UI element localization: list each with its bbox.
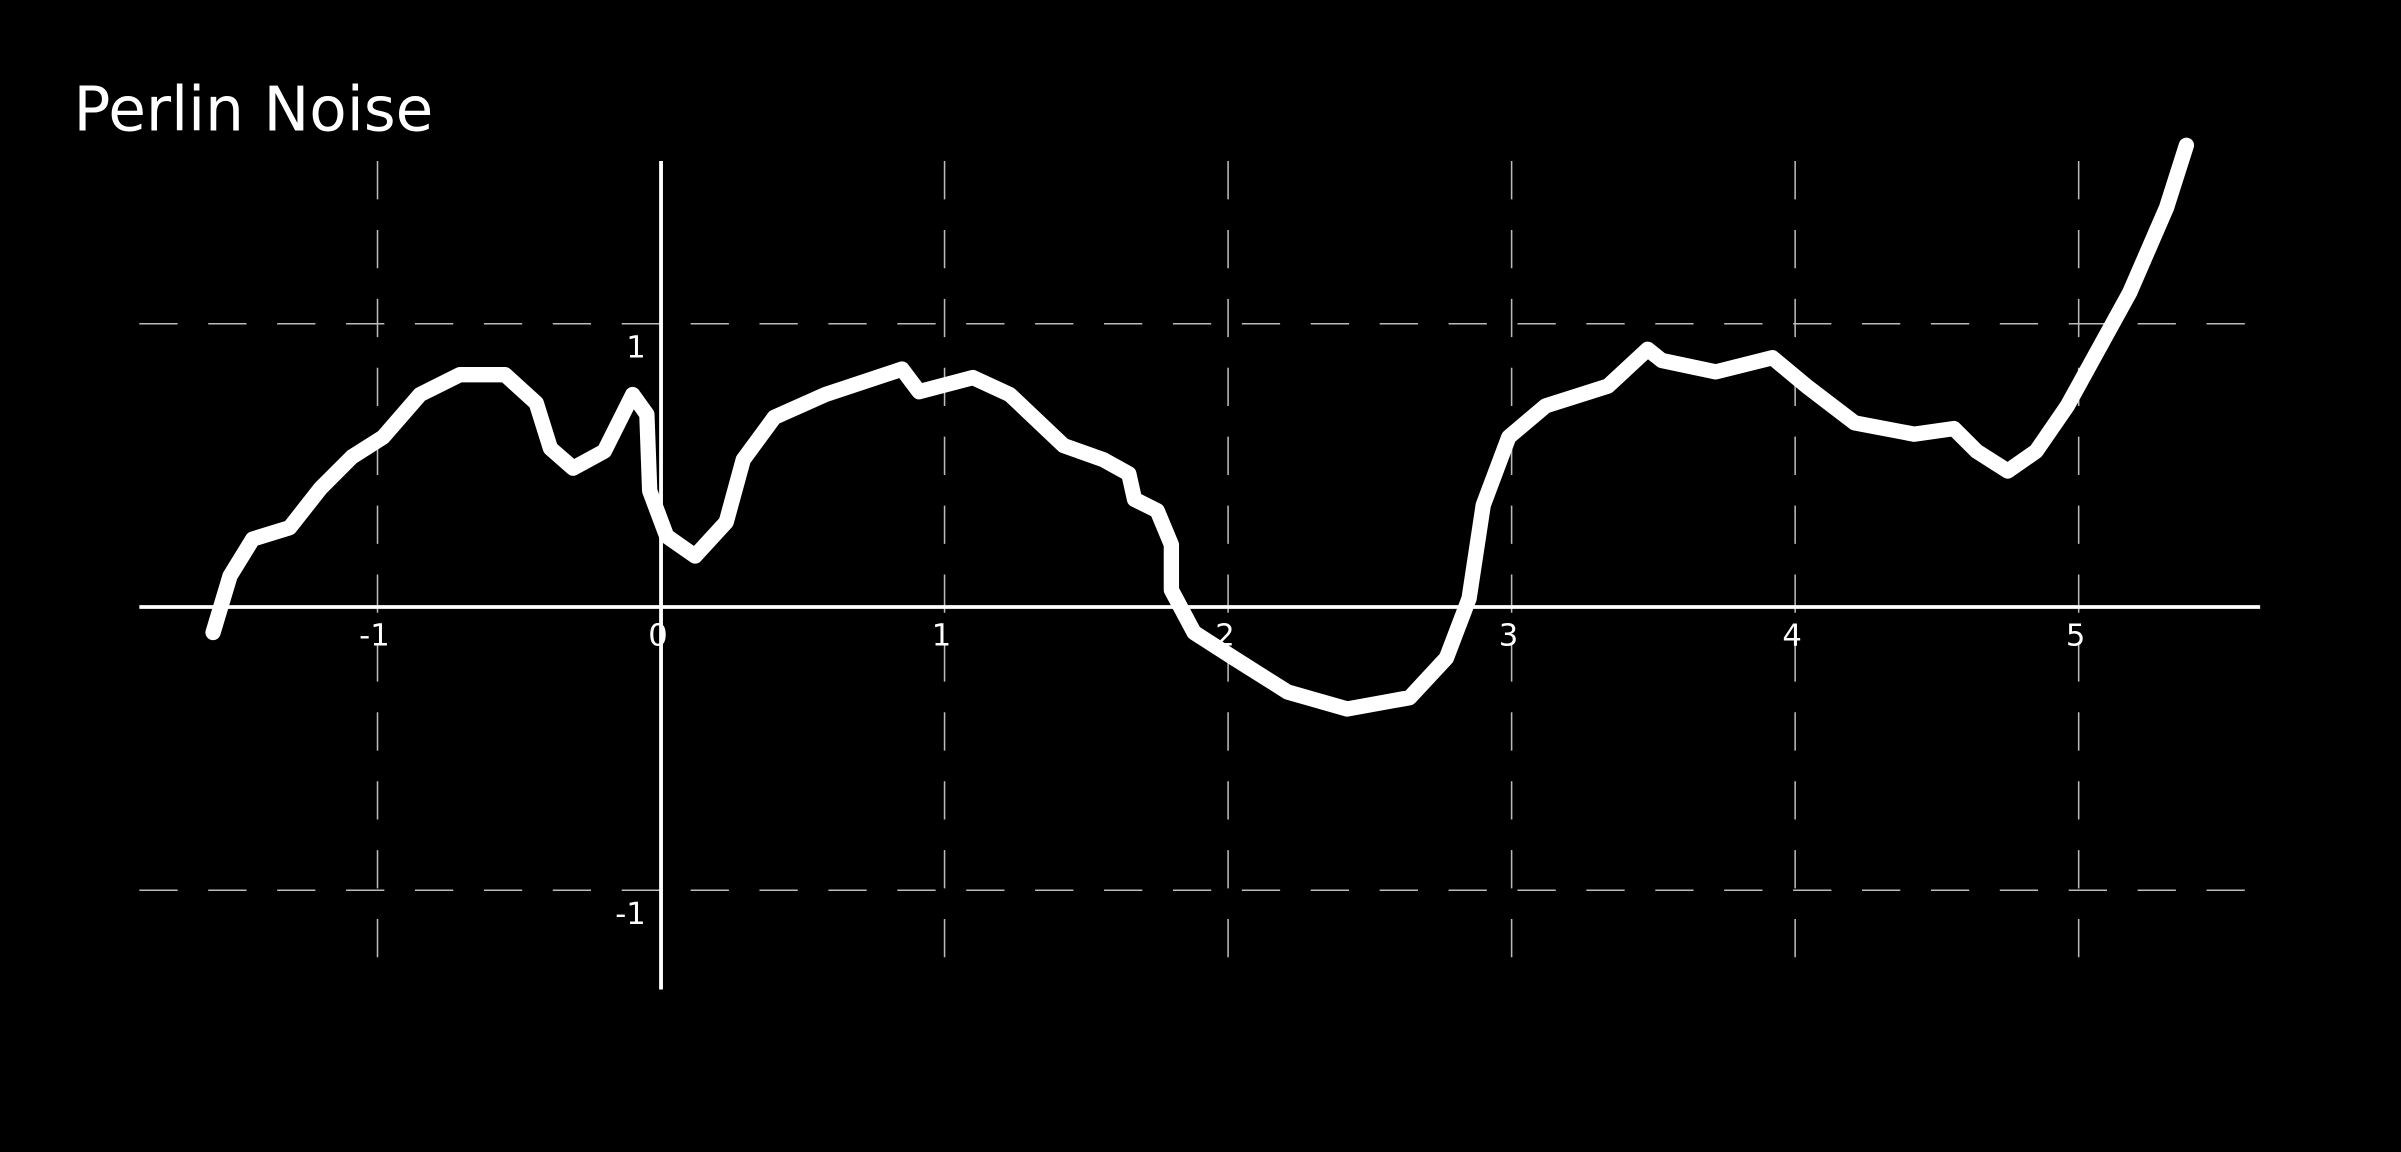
y-tick-label: -1 xyxy=(615,897,646,932)
x-tick-label: 0 xyxy=(648,618,667,653)
noise-line xyxy=(205,137,2195,717)
y-tick-label: 1 xyxy=(626,330,645,365)
x-tick-label: 1 xyxy=(932,618,951,653)
x-tick-label: 5 xyxy=(2066,618,2085,653)
x-tick-label: 4 xyxy=(1782,618,1801,653)
chart-title: Perlin Noise xyxy=(74,74,434,145)
x-tick-label: -1 xyxy=(359,618,390,653)
x-tick-label: 3 xyxy=(1499,618,1518,653)
